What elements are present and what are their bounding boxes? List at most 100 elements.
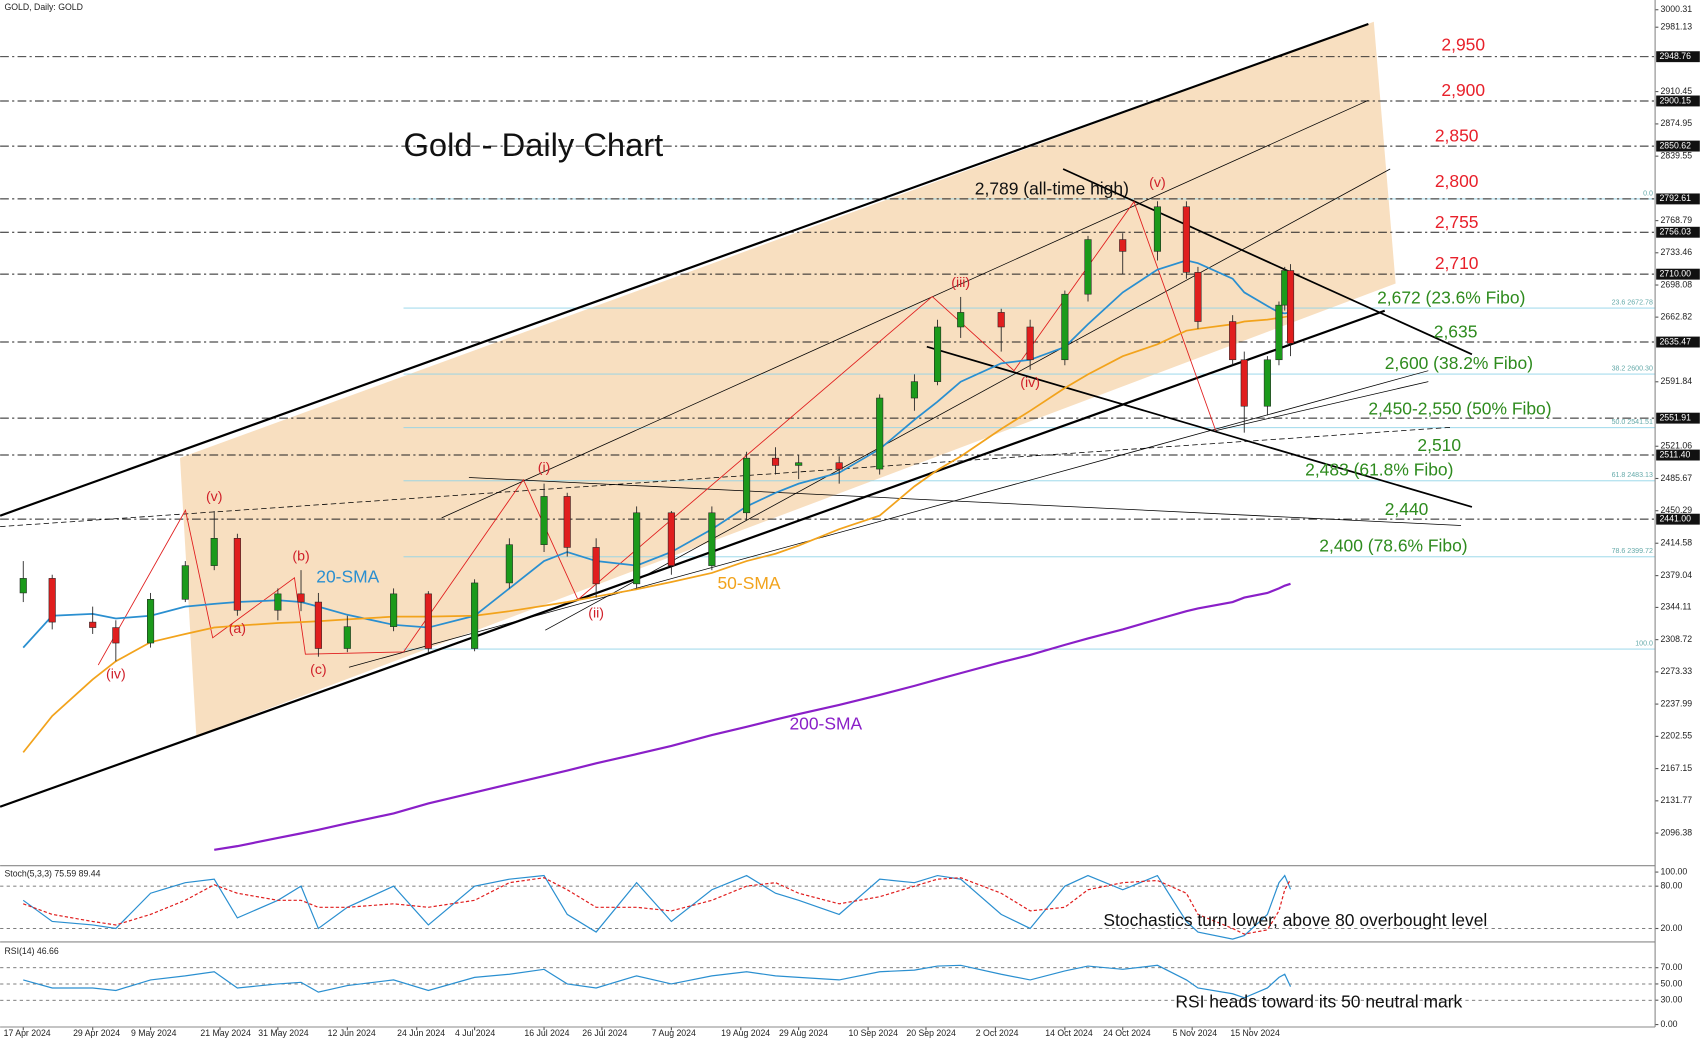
candle-body — [592, 547, 600, 585]
oscillator-line — [23, 877, 1292, 935]
candle-body — [563, 496, 571, 548]
wave-label: (ii) — [588, 606, 604, 622]
x-tick-label: 29 Apr 2024 — [73, 1028, 120, 1038]
candle-body — [19, 578, 27, 594]
grid-layer — [0, 9, 1659, 1031]
price-box-label: 2635.47 — [1659, 336, 1691, 346]
candle-body — [1240, 359, 1248, 407]
fibo-label: 0.0 — [1643, 189, 1653, 197]
x-tick-label: 2 Oct 2024 — [976, 1028, 1019, 1038]
wave-label: (v) — [1149, 175, 1166, 191]
fibo-label: 100.0 — [1635, 639, 1653, 647]
y-tick-label: 2414.58 — [1661, 538, 1693, 548]
y-tick-label: 2981.13 — [1661, 22, 1693, 32]
level-label: 2,900 — [1441, 80, 1485, 100]
annotation: Stochastics turn lower, above 80 overbou… — [1103, 910, 1487, 930]
y-tick-label: 2202.55 — [1661, 731, 1693, 741]
y-tick-label: 2344.11 — [1661, 602, 1692, 612]
wave-label: (c) — [310, 662, 327, 678]
x-tick-label: 26 Jul 2024 — [582, 1028, 627, 1038]
level-label: 2,950 — [1441, 34, 1485, 54]
inner-line — [545, 168, 1391, 631]
price-box — [1656, 449, 1700, 461]
candle-body — [181, 565, 189, 600]
price-box-label: 2948.76 — [1659, 51, 1691, 61]
price-box — [1656, 268, 1700, 280]
y-tick-label: 2379.04 — [1661, 570, 1693, 580]
fibo-label: 61.8 2483.13 — [1612, 471, 1653, 479]
candle-body — [297, 593, 305, 603]
sma-line — [22, 315, 1291, 753]
y-tick-label: 80.00 — [1661, 880, 1683, 890]
annotation: 2,789 (all-time high) — [975, 178, 1129, 198]
series-label: 20-SMA — [316, 566, 379, 586]
wave-label: (iii) — [951, 275, 970, 291]
wave-path — [97, 200, 1217, 666]
candle-body — [1153, 206, 1161, 252]
price-box — [1656, 336, 1700, 348]
level-label: 2,755 — [1435, 212, 1479, 232]
wave-label: (b) — [292, 548, 309, 564]
level-label: 2,400 (78.6% Fibo) — [1319, 535, 1467, 555]
oscillator-line — [23, 964, 1292, 999]
x-tick-label: 20 Sep 2024 — [906, 1028, 956, 1038]
y-tick-label: 2273.33 — [1661, 666, 1693, 676]
y-tick-label: 2131.77 — [1661, 795, 1693, 805]
level-label: 2,850 — [1435, 125, 1479, 145]
x-tick-label: 17 Apr 2024 — [4, 1028, 51, 1038]
candle-body — [1263, 359, 1271, 407]
series-label: 50-SMA — [717, 573, 780, 593]
wave-label: (i) — [538, 460, 551, 476]
candle-body — [771, 457, 780, 466]
candle-body — [210, 538, 218, 566]
level-label: 2,672 (23.6% Fibo) — [1377, 288, 1525, 308]
y-tick-label: 2521.06 — [1661, 441, 1693, 451]
inner-line — [348, 370, 1429, 668]
price-box-label: 2900.15 — [1659, 95, 1691, 105]
y-tick-label: 2450.29 — [1661, 505, 1693, 515]
candle-body — [471, 582, 479, 649]
candle-body — [343, 626, 351, 649]
fibo-label: 78.6 2399.72 — [1612, 547, 1653, 555]
downtrend-line — [1062, 168, 1473, 356]
fibo-label: 50.0 2541.51 — [1612, 418, 1653, 426]
panel-title: Stoch(5,3,3) 75.59 89.44 — [4, 869, 100, 879]
price-box — [1656, 412, 1700, 424]
level-label: 2,450-2,550 (50% Fibo) — [1368, 399, 1551, 419]
downtrend-line — [926, 345, 1473, 508]
x-tick-label: 24 Oct 2024 — [1103, 1028, 1151, 1038]
candle-body — [1119, 239, 1127, 252]
candle-body — [1026, 326, 1034, 361]
y-tick-label: 2662.82 — [1661, 311, 1693, 321]
level-label: 2,483 (61.8% Fibo) — [1305, 460, 1453, 480]
price-box-label: 2792.61 — [1659, 193, 1691, 203]
candle-body — [233, 538, 241, 611]
series-label: 200-SMA — [789, 714, 862, 734]
x-tick-label: 15 Nov 2024 — [1230, 1028, 1280, 1038]
price-box — [1656, 140, 1700, 152]
y-tick-label: 2733.46 — [1661, 247, 1693, 257]
price-box-label: 2756.03 — [1659, 227, 1691, 237]
candle-body — [1194, 272, 1202, 322]
inner-line — [0, 426, 1451, 527]
candle-body — [147, 599, 155, 644]
sma-line — [214, 582, 1291, 851]
channel-upper — [0, 22, 1369, 517]
sma-line — [22, 259, 1291, 649]
candle-body — [795, 462, 803, 466]
wave-label: (iv) — [106, 667, 126, 683]
y-tick-label: 2237.99 — [1661, 698, 1693, 708]
candle-body — [1182, 206, 1190, 273]
candle-body — [274, 593, 282, 611]
x-tick-label: 9 May 2024 — [131, 1028, 177, 1038]
chart-title: Gold - Daily Chart — [404, 126, 664, 163]
x-tick-label: 7 Aug 2024 — [652, 1028, 696, 1038]
price-box-label: 2850.62 — [1659, 140, 1691, 150]
oscillator-line — [22, 874, 1292, 940]
x-tick-label: 29 Aug 2024 — [779, 1028, 828, 1038]
trendlines — [0, 22, 1473, 808]
candle-body — [1229, 321, 1237, 361]
y-tick-label: 20.00 — [1661, 923, 1683, 933]
annotation: RSI heads toward its 50 neutral mark — [1175, 992, 1462, 1012]
price-box-label: 2551.91 — [1659, 412, 1691, 422]
